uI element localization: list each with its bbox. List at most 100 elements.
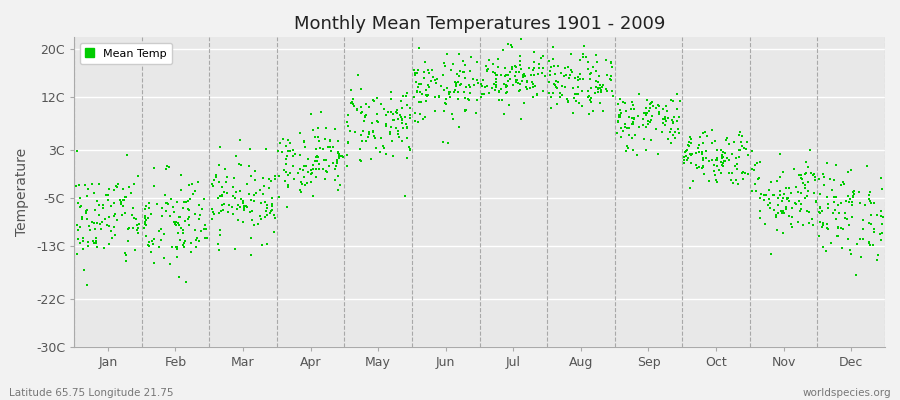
Point: [622, 125, 636, 131]
Point: [215, 184, 230, 190]
Point: [330, 150, 345, 156]
Point: [388, 109, 402, 116]
Point: [176, 205, 191, 211]
Point: [99, 192, 113, 199]
Point: [159, 208, 174, 214]
Point: [244, 197, 258, 203]
Point: [71, 200, 86, 207]
Point: [526, 49, 541, 56]
Point: [399, 121, 413, 127]
Point: [168, 218, 183, 225]
Point: [547, 63, 562, 69]
Point: [613, 112, 627, 118]
Point: [177, 218, 192, 224]
Point: [839, 198, 853, 204]
Point: [806, 222, 821, 228]
Point: [409, 79, 423, 86]
Point: [395, 117, 410, 123]
Point: [709, 155, 724, 161]
Point: [204, 206, 219, 212]
Point: [124, 190, 139, 196]
Point: [320, 125, 334, 131]
Point: [326, 160, 340, 166]
Point: [326, 144, 340, 150]
Point: [616, 99, 631, 106]
Point: [383, 95, 398, 102]
Point: [252, 187, 266, 193]
Point: [312, 145, 327, 152]
Point: [328, 176, 342, 183]
Point: [142, 238, 157, 245]
Point: [417, 75, 431, 81]
Point: [233, 137, 248, 143]
Point: [613, 125, 627, 132]
Point: [331, 152, 346, 159]
Point: [819, 248, 833, 254]
Point: [862, 239, 877, 245]
Point: [846, 193, 860, 199]
Point: [735, 168, 750, 175]
Point: [409, 71, 423, 78]
Point: [247, 198, 261, 204]
Point: [641, 120, 655, 127]
Point: [695, 165, 709, 172]
Point: [561, 96, 575, 102]
Point: [410, 119, 425, 125]
Point: [185, 181, 200, 187]
Point: [424, 78, 438, 84]
Point: [532, 65, 546, 71]
Point: [486, 81, 500, 87]
Point: [724, 177, 738, 183]
Point: [189, 244, 203, 250]
Point: [395, 105, 410, 111]
Point: [97, 244, 112, 251]
Point: [410, 70, 424, 76]
Point: [619, 125, 634, 132]
Point: [234, 196, 248, 202]
Point: [141, 215, 156, 222]
Point: [679, 148, 693, 154]
Point: [235, 219, 249, 225]
Point: [183, 196, 197, 202]
Point: [778, 210, 792, 216]
Point: [139, 206, 153, 212]
Point: [152, 228, 166, 234]
Point: [812, 232, 826, 239]
Point: [569, 98, 583, 104]
Point: [428, 108, 443, 114]
Point: [253, 213, 267, 220]
Point: [769, 212, 783, 218]
Point: [550, 101, 564, 108]
Point: [546, 44, 561, 50]
Point: [664, 97, 679, 104]
Point: [356, 128, 371, 135]
Point: [514, 116, 528, 122]
Point: [593, 85, 608, 92]
Point: [558, 84, 572, 90]
Point: [213, 144, 228, 150]
Point: [322, 137, 337, 143]
Point: [652, 102, 667, 109]
Point: [79, 216, 94, 222]
Point: [245, 216, 259, 223]
Point: [187, 211, 202, 217]
Point: [343, 128, 357, 134]
Point: [393, 114, 408, 120]
Point: [76, 246, 90, 252]
Point: [864, 221, 878, 227]
Point: [627, 106, 642, 112]
Point: [626, 147, 640, 153]
Point: [131, 225, 146, 231]
Point: [306, 162, 320, 168]
Point: [88, 234, 103, 241]
Point: [762, 196, 777, 203]
Point: [272, 193, 286, 200]
Point: [419, 92, 434, 98]
Point: [670, 106, 685, 112]
Point: [482, 56, 496, 63]
Point: [442, 89, 456, 95]
Point: [536, 88, 550, 95]
Point: [170, 254, 184, 261]
Point: [273, 140, 287, 146]
Point: [509, 76, 524, 83]
